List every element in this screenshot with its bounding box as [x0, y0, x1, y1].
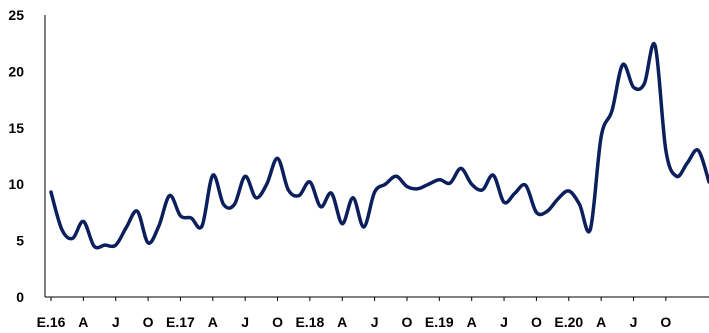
data-point	[373, 191, 376, 194]
data-point	[470, 183, 473, 186]
data-point	[664, 149, 667, 152]
data-point	[265, 183, 268, 186]
data-point	[395, 175, 398, 178]
x-tick-label: E.20	[554, 314, 583, 330]
x-tick-label: E.19	[425, 314, 454, 330]
data-point	[675, 175, 678, 178]
data-point	[244, 175, 247, 178]
x-tick-label: A	[78, 314, 88, 330]
data-point	[481, 188, 484, 191]
data-point	[222, 203, 225, 206]
data-point	[190, 217, 193, 220]
data-point	[82, 220, 85, 223]
x-axis: E.16 A J O E.17 A J O E.18 A J O E.19 A J O E.20 A J O	[37, 296, 709, 330]
data-point	[686, 161, 689, 164]
x-tick-label: E.17	[166, 314, 195, 330]
x-tick-label: A	[208, 314, 218, 330]
x-tick-label: J	[630, 314, 638, 330]
data-point	[632, 86, 635, 89]
y-tick-label: 25	[8, 7, 24, 23]
x-tick-label: E.18	[295, 314, 324, 330]
data-point	[71, 237, 74, 240]
data-point	[287, 188, 290, 191]
data-point	[546, 210, 549, 213]
data-point	[201, 224, 204, 227]
data-point	[136, 210, 139, 213]
x-tick-label: J	[112, 314, 120, 330]
data-point	[60, 228, 63, 231]
y-tick-label: 10	[8, 176, 24, 192]
data-point	[643, 82, 646, 85]
series-line	[49, 41, 709, 250]
x-tick-label: A	[467, 314, 477, 330]
data-point	[125, 226, 128, 229]
data-point	[621, 63, 624, 66]
data-point	[556, 197, 559, 200]
data-point	[384, 183, 387, 186]
x-tick-label: J	[371, 314, 379, 330]
data-point	[341, 222, 344, 225]
x-tick-label: E.16	[37, 314, 66, 330]
x-tick-label: O	[660, 314, 671, 330]
y-tick-label: 5	[16, 233, 24, 249]
data-point	[319, 205, 322, 208]
data-point	[513, 192, 516, 195]
y-tick-label: 0	[16, 289, 24, 305]
data-point	[168, 194, 171, 197]
x-tick-label: J	[241, 314, 249, 330]
data-point	[697, 149, 700, 152]
x-tick-label: O	[272, 314, 283, 330]
data-point	[352, 196, 355, 199]
x-tick-label: O	[143, 314, 154, 330]
data-point	[233, 203, 236, 206]
data-point	[492, 174, 495, 177]
data-point	[362, 226, 365, 229]
data-point	[93, 245, 96, 248]
data-point	[578, 203, 581, 206]
data-point	[298, 194, 301, 197]
data-point	[405, 185, 408, 188]
x-tick-label: A	[596, 314, 606, 330]
data-point	[211, 174, 214, 177]
data-point	[157, 224, 160, 227]
data-point	[503, 201, 506, 204]
data-point	[308, 180, 311, 183]
series-group	[49, 41, 709, 250]
data-point	[50, 191, 53, 194]
data-point	[449, 182, 452, 185]
data-point	[416, 187, 419, 190]
data-point	[114, 244, 117, 247]
data-point	[589, 228, 592, 231]
data-point	[330, 192, 333, 195]
data-point	[276, 157, 279, 160]
data-point	[254, 196, 257, 199]
data-point	[535, 211, 538, 214]
data-point	[524, 184, 527, 187]
data-point	[427, 183, 430, 186]
x-tick-label: O	[402, 314, 413, 330]
data-point	[600, 135, 603, 138]
y-axis: 0 5 10 15 20 25	[8, 7, 46, 305]
x-tick-label: O	[531, 314, 542, 330]
data-point	[459, 167, 462, 170]
data-point	[438, 178, 441, 181]
x-tick-label: A	[337, 314, 347, 330]
y-tick-label: 15	[8, 120, 24, 136]
data-point	[103, 244, 106, 247]
data-point	[654, 44, 657, 47]
y-tick-label: 20	[8, 63, 24, 79]
data-point	[179, 214, 182, 217]
data-point	[567, 189, 570, 192]
data-point	[147, 241, 150, 244]
x-tick-label: J	[500, 314, 508, 330]
data-point	[610, 109, 613, 112]
